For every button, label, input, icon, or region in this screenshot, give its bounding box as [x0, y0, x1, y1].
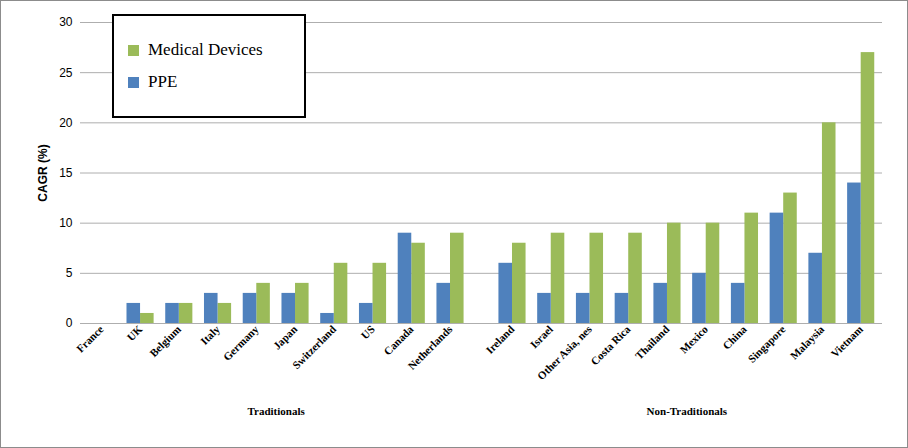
svg-text:UK: UK — [124, 323, 144, 343]
svg-text:US: US — [358, 323, 376, 341]
svg-text:Vietnam: Vietnam — [828, 323, 865, 360]
svg-text:Belgium: Belgium — [147, 323, 183, 359]
svg-text:30: 30 — [59, 15, 73, 29]
svg-text:Mexico: Mexico — [677, 323, 710, 356]
svg-text:10: 10 — [59, 216, 73, 230]
svg-text:Netherlands: Netherlands — [405, 322, 455, 372]
svg-text:Malaysia: Malaysia — [788, 323, 827, 362]
svg-text:Canada: Canada — [381, 323, 416, 358]
svg-text:Israel: Israel — [528, 323, 555, 350]
html-text:Medical Devices: Medical Devices — [148, 40, 263, 59]
svg-text:Non-Traditionals: Non-Traditionals — [647, 405, 728, 417]
svg-text:Thailand: Thailand — [633, 323, 672, 362]
svg-text:China: China — [720, 323, 749, 352]
svg-text:Switzerland: Switzerland — [290, 323, 338, 371]
svg-text:CAGR (%): CAGR (%) — [36, 144, 50, 201]
svg-text:0: 0 — [66, 316, 73, 330]
svg-text:Germany: Germany — [221, 323, 261, 363]
svg-text:Costa Rica: Costa Rica — [588, 323, 633, 368]
svg-text:Traditionals: Traditionals — [248, 405, 306, 417]
svg-text:15: 15 — [59, 166, 73, 180]
svg-text:Ireland: Ireland — [483, 323, 516, 356]
svg-text:20: 20 — [59, 116, 73, 130]
svg-text:Japan: Japan — [271, 323, 300, 352]
svg-text:5: 5 — [66, 266, 73, 280]
html-text:PPE: PPE — [148, 72, 178, 91]
svg-text:France: France — [74, 323, 106, 355]
svg-text:25: 25 — [59, 66, 73, 80]
svg-text:Singapore: Singapore — [746, 323, 788, 365]
svg-text:Other Asia, nes: Other Asia, nes — [535, 322, 595, 382]
svg-text:Italy: Italy — [198, 323, 222, 347]
